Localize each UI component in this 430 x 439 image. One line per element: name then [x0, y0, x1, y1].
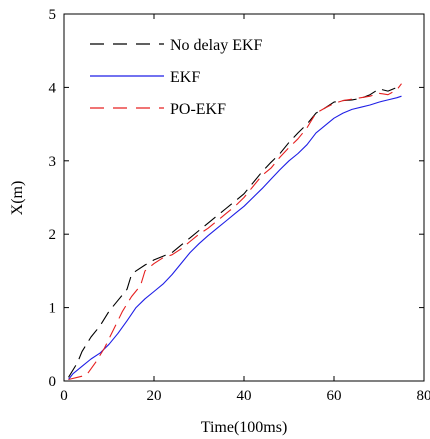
legend-label: PO-EKF [170, 101, 226, 118]
x-axis-title: Time(100ms) [201, 419, 288, 436]
series-lines [68, 83, 402, 381]
x-tick-label: 20 [147, 388, 162, 404]
y-tick-label: 2 [49, 227, 57, 243]
legend-label: No delay EKF [170, 37, 263, 54]
x-tick-label: 60 [327, 388, 342, 404]
series-line-po-ekf [68, 83, 402, 381]
x-tick-label: 40 [237, 388, 252, 404]
legend: No delay EKF EKF PO-EKF [90, 37, 263, 118]
y-tick-label: 0 [49, 374, 57, 390]
series-line-ekf [68, 95, 402, 380]
x-tick-label: 0 [60, 388, 68, 404]
legend-label: EKF [170, 69, 200, 86]
y-tick-label: 3 [49, 154, 57, 170]
y-tick-label: 5 [49, 7, 57, 23]
y-axis-title: X(m) [9, 181, 26, 216]
axes: 0 20 40 60 80 0 1 2 3 4 5 [49, 7, 430, 404]
y-tick-label: 4 [49, 80, 57, 96]
y-tick-label: 1 [49, 301, 57, 317]
x-tick-label: 80 [417, 388, 430, 404]
